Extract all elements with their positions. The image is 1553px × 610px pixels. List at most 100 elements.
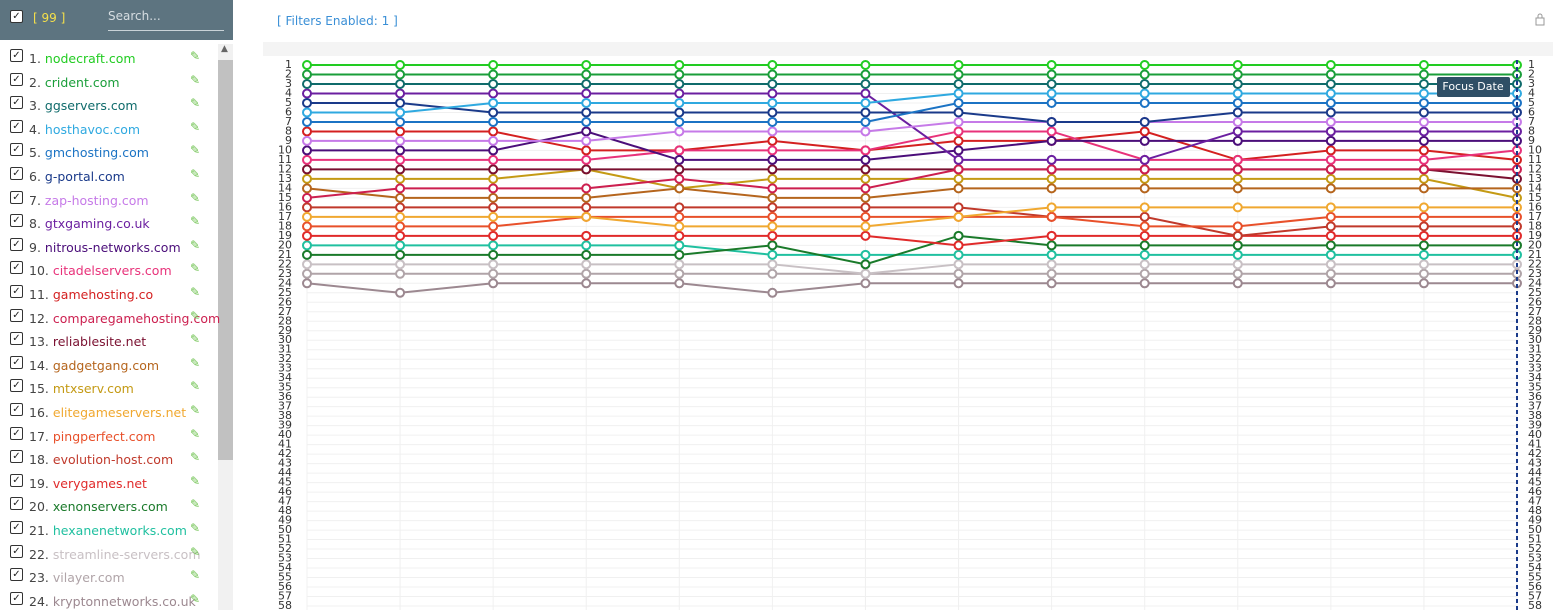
edit-icon[interactable]: ✎ [190, 403, 201, 417]
edit-icon[interactable]: ✎ [190, 568, 201, 583]
rank-point [488, 88, 499, 99]
site-name[interactable]: elitegameservers.net [52, 405, 187, 420]
edit-icon[interactable]: ✎ [190, 355, 201, 370]
site-checkbox[interactable]: ✓ [10, 237, 23, 251]
site-name[interactable]: xenonservers.com [52, 499, 168, 515]
site-name[interactable]: comparegamehosting.com [52, 310, 221, 326]
select-all-checkbox[interactable]: ✓ [10, 10, 23, 23]
site-checkbox[interactable]: ✓ [10, 426, 23, 440]
rank-point [1325, 259, 1336, 270]
edit-icon[interactable]: ✎ [190, 167, 201, 181]
edit-icon[interactable]: ✎ [190, 497, 201, 512]
edit-icon[interactable]: ✎ [190, 143, 201, 158]
rank-point [1139, 221, 1150, 232]
y-tick-label: 12 [278, 162, 292, 175]
y-tick-label: 49 [278, 514, 292, 527]
site-name[interactable]: ggservers.com [44, 98, 138, 114]
site-number: 13. [29, 334, 49, 350]
site-name[interactable]: gtxgaming.co.uk [44, 216, 150, 232]
site-checkbox[interactable]: ✓ [10, 403, 23, 416]
edit-icon[interactable]: ✎ [190, 190, 201, 205]
site-checkbox[interactable]: ✓ [10, 143, 23, 157]
site-rank: 11. gamehosting.co [29, 287, 153, 302]
edit-icon[interactable]: ✎ [190, 119, 201, 134]
edit-icon[interactable]: ✎ [190, 450, 201, 465]
rank-point [860, 211, 871, 222]
site-name[interactable]: verygames.net [52, 475, 147, 491]
site-name[interactable]: reliablesite.net [52, 334, 147, 350]
site-checkbox[interactable]: ✓ [10, 544, 23, 558]
edit-icon[interactable]: ✎ [190, 72, 201, 87]
count: [ 99 ] [33, 11, 66, 25]
edit-icon[interactable]: ✎ [190, 521, 201, 535]
edit-icon[interactable]: ✎ [190, 426, 201, 441]
site-checkbox[interactable]: ✓ [10, 521, 23, 534]
edit-icon[interactable]: ✎ [190, 49, 201, 63]
site-checkbox[interactable]: ✓ [10, 72, 23, 86]
rank-point [1325, 211, 1336, 222]
rank-point [1418, 211, 1429, 222]
site-checkbox[interactable]: ✓ [10, 332, 23, 346]
site-name[interactable]: evolution-host.com [52, 452, 174, 468]
site-name[interactable]: citadelservers.com [52, 263, 172, 279]
site-checkbox[interactable]: ✓ [10, 49, 23, 62]
rank-point [860, 192, 871, 203]
site-checkbox[interactable]: ✓ [10, 308, 23, 322]
site-checkbox[interactable]: ✓ [10, 190, 23, 204]
site-name[interactable]: gmchosting.com [44, 145, 149, 161]
rank-point [953, 183, 964, 194]
rank-line [306, 282, 1517, 294]
scroll-up[interactable]: ▲ [221, 44, 228, 54]
site-checkbox[interactable]: ✓ [10, 285, 23, 298]
edit-icon[interactable]: ✎ [190, 332, 201, 347]
edit-icon[interactable]: ✎ [190, 591, 201, 606]
focus-date-button[interactable] [1437, 77, 1510, 97]
site-name[interactable]: zap-hosting.com [44, 192, 149, 208]
site-checkbox[interactable]: ✓ [10, 497, 23, 511]
edit-icon[interactable]: ✎ [190, 214, 201, 229]
site-name[interactable]: crident.com [44, 74, 120, 90]
rank-point [1139, 202, 1150, 213]
site-checkbox[interactable]: ✓ [10, 450, 23, 464]
site-checkbox[interactable]: ✓ [10, 96, 23, 110]
site-name[interactable]: nitrous-networks.com [44, 239, 181, 255]
site-checkbox[interactable]: ✓ [10, 119, 23, 133]
site-checkbox[interactable]: ✓ [10, 261, 23, 275]
y-tick-label: 19 [278, 229, 292, 242]
site-name[interactable]: gadgetgang.com [52, 357, 160, 373]
rank-point [581, 107, 592, 118]
filters-status[interactable]: [ Filters Enabled: 1 ] [277, 14, 398, 28]
edit-icon[interactable]: ✎ [190, 237, 201, 252]
y-tick-label: 52 [278, 542, 292, 555]
scrollbar-thumb[interactable] [218, 60, 233, 460]
site-name[interactable]: gamehosting.co [52, 287, 154, 302]
search-input[interactable]: Search... [108, 6, 224, 31]
site-name[interactable]: pingperfect.com [52, 428, 156, 444]
site-checkbox[interactable]: ✓ [10, 214, 23, 228]
edit-icon[interactable]: ✎ [190, 544, 201, 559]
site-checkbox[interactable]: ✓ [10, 355, 23, 369]
site-name[interactable]: g-portal.com [44, 169, 125, 184]
site-checkbox[interactable]: ✓ [10, 473, 23, 487]
site-name[interactable]: streamline-servers.com [52, 546, 201, 562]
site-checkbox[interactable]: ✓ [10, 568, 23, 582]
edit-icon[interactable]: ✎ [190, 96, 201, 111]
rank-point [767, 135, 778, 146]
site-name[interactable]: hexanenetworks.com [52, 523, 187, 538]
site-checkbox[interactable]: ✓ [10, 167, 23, 180]
site-name[interactable]: nodecraft.com [44, 51, 136, 66]
y-tick-label-right: 36 [1528, 390, 1542, 403]
edit-icon[interactable]: ✎ [190, 285, 201, 299]
lock-icon[interactable] [1535, 13, 1545, 26]
edit-icon[interactable]: ✎ [190, 308, 201, 323]
site-name[interactable]: vilayer.com [52, 570, 125, 586]
edit-icon[interactable]: ✎ [190, 473, 201, 488]
site-name[interactable]: hosthavoc.com [44, 121, 141, 137]
site-name[interactable]: mtxserv.com [52, 381, 134, 397]
site-name[interactable]: kryptonnetworks.co.uk [52, 593, 196, 609]
rank-point [488, 145, 499, 156]
site-checkbox[interactable]: ✓ [10, 591, 23, 605]
edit-icon[interactable]: ✎ [190, 261, 201, 276]
site-checkbox[interactable]: ✓ [10, 379, 23, 393]
edit-icon[interactable]: ✎ [190, 379, 201, 394]
